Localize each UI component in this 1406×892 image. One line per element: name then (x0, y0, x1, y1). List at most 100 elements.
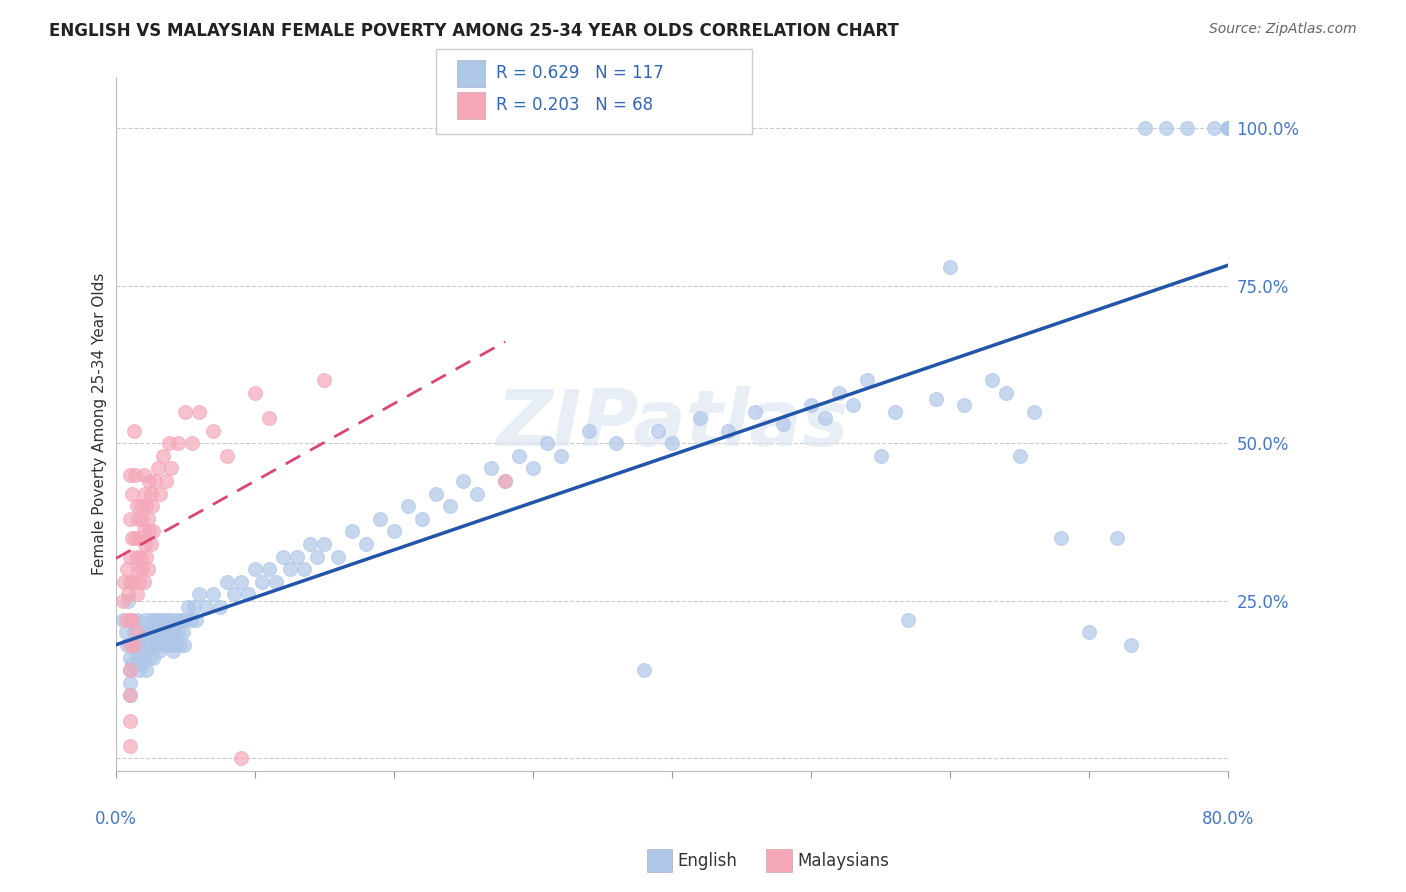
Text: 80.0%: 80.0% (1202, 810, 1254, 828)
Point (152, 613, 174, 627)
Point (131, 512, 153, 526)
Point (215, 449, 238, 463)
Point (162, 644, 184, 658)
Point (131, 657, 153, 671)
Point (328, 549, 350, 564)
Point (132, 625, 155, 640)
Point (1105, 531, 1128, 545)
Point (136, 512, 159, 526)
Text: 0.0%: 0.0% (94, 810, 136, 828)
Point (111, 594, 134, 608)
Point (1218, 120, 1240, 135)
Point (156, 613, 179, 627)
Point (111, 613, 134, 627)
Point (127, 650, 149, 665)
Point (229, 574, 252, 589)
Point (118, 512, 141, 526)
Point (1218, 120, 1240, 135)
Point (134, 537, 156, 551)
Point (132, 524, 155, 539)
Point (842, 398, 865, 412)
Point (160, 632, 183, 646)
Point (314, 373, 336, 387)
Point (925, 392, 948, 406)
Y-axis label: Female Poverty Among 25-34 Year Olds: Female Poverty Among 25-34 Year Olds (93, 273, 107, 575)
Point (125, 549, 148, 564)
Point (633, 663, 655, 677)
Point (138, 524, 160, 539)
Point (494, 474, 516, 488)
Point (131, 562, 153, 576)
Point (479, 461, 502, 475)
Text: R = 0.629   N = 117: R = 0.629 N = 117 (496, 64, 664, 82)
Point (139, 613, 162, 627)
Point (314, 537, 336, 551)
Point (114, 613, 136, 627)
Point (150, 638, 173, 652)
Point (453, 474, 475, 488)
Point (117, 587, 139, 601)
Point (118, 650, 141, 665)
Point (292, 562, 315, 576)
Point (112, 574, 135, 589)
Point (883, 404, 905, 418)
Point (243, 385, 266, 400)
Point (186, 613, 208, 627)
Point (128, 663, 150, 677)
Point (121, 638, 143, 652)
Point (118, 663, 141, 677)
Text: English: English (678, 852, 738, 870)
Point (125, 587, 148, 601)
Point (139, 638, 162, 652)
Point (550, 449, 572, 463)
Point (117, 594, 139, 608)
Text: ENGLISH VS MALAYSIAN FEMALE POVERTY AMONG 25-34 YEAR OLDS CORRELATION CHART: ENGLISH VS MALAYSIAN FEMALE POVERTY AMON… (49, 22, 898, 40)
Point (167, 625, 190, 640)
Point (183, 600, 205, 615)
Point (118, 467, 141, 482)
Point (124, 644, 146, 658)
Point (1154, 120, 1177, 135)
Point (994, 385, 1017, 400)
Point (1175, 120, 1198, 135)
Point (1008, 449, 1031, 463)
Point (138, 650, 160, 665)
Point (174, 613, 197, 627)
Point (135, 663, 157, 677)
Point (118, 613, 141, 627)
Point (142, 650, 165, 665)
Point (202, 424, 225, 438)
Point (257, 411, 280, 425)
Point (814, 411, 837, 425)
Point (271, 549, 294, 564)
Point (1133, 120, 1156, 135)
Point (136, 625, 159, 640)
Point (828, 385, 851, 400)
Point (1218, 120, 1240, 135)
Point (188, 404, 211, 418)
Point (897, 613, 920, 627)
Text: Source: ZipAtlas.com: Source: ZipAtlas.com (1209, 22, 1357, 37)
Point (939, 260, 962, 274)
Point (121, 531, 143, 545)
Point (136, 562, 159, 576)
Point (170, 613, 193, 627)
Point (174, 404, 197, 418)
Point (396, 500, 419, 514)
Point (717, 424, 740, 438)
Point (118, 574, 141, 589)
Point (132, 574, 155, 589)
Point (536, 436, 558, 450)
Point (980, 373, 1002, 387)
Point (173, 638, 195, 652)
Point (139, 486, 162, 500)
Point (118, 714, 141, 728)
Point (236, 587, 259, 601)
Point (139, 537, 162, 551)
Point (177, 600, 200, 615)
Point (160, 461, 183, 475)
Point (250, 574, 273, 589)
Point (155, 638, 177, 652)
Point (159, 638, 181, 652)
Point (215, 574, 238, 589)
